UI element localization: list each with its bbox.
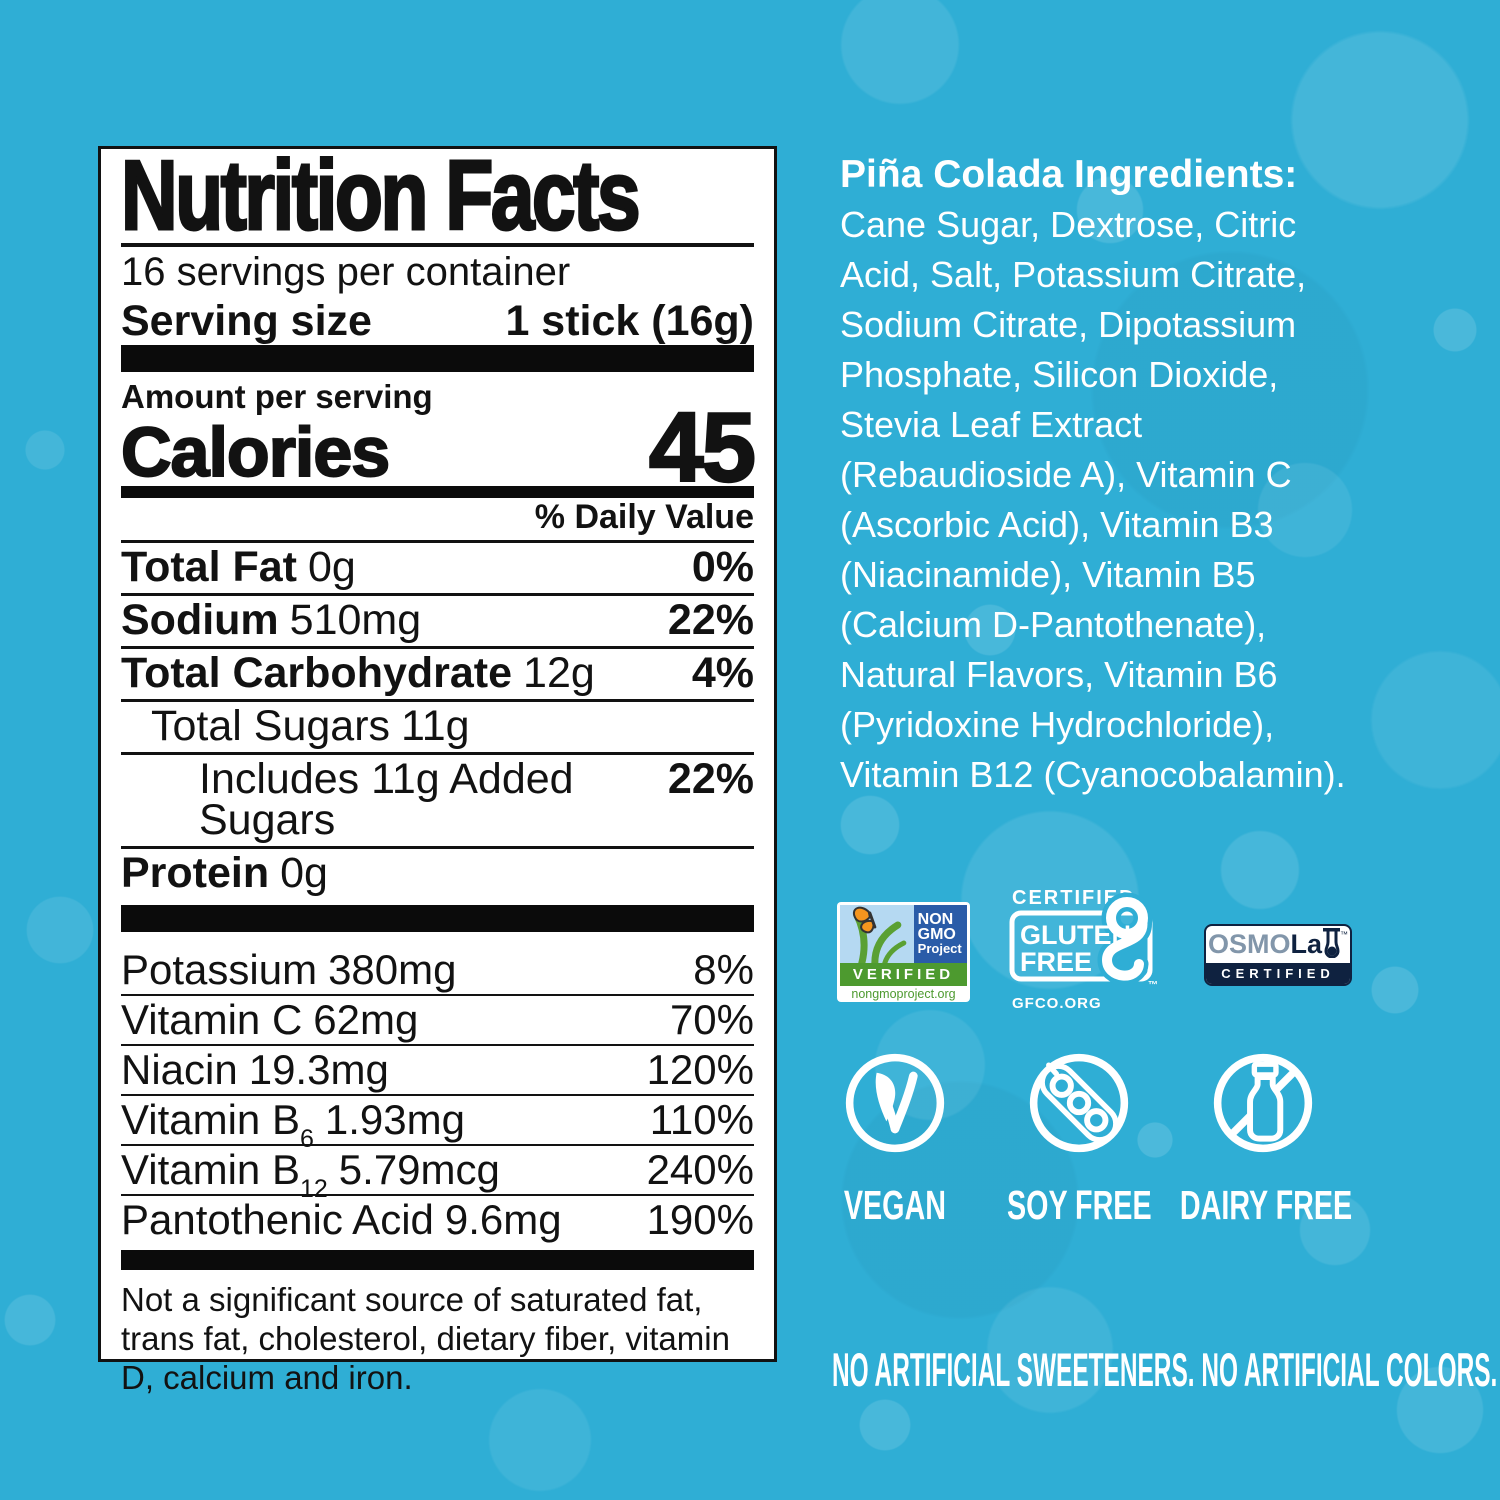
nutrition-facts-panel: Nutrition Facts 16 servings per containe…: [98, 140, 777, 1396]
nutrient-row-sodium: Sodium 510mg 22%: [121, 596, 754, 649]
nutrient-name: Vitamin B: [121, 1146, 300, 1193]
dairy-free-icon: [1213, 1053, 1313, 1153]
nutrition-facts-title: Nutrition Facts: [120, 140, 642, 250]
soy-free-icon: [1029, 1053, 1129, 1153]
non-gmo-line3: Project: [917, 941, 962, 956]
serving-size-label: Serving size: [121, 297, 372, 345]
nutrient-percent: 70%: [669, 996, 754, 1043]
nutrient-percent: 22%: [667, 596, 754, 644]
non-gmo-top: NON GMO Project: [840, 905, 967, 963]
nutrient-percent: 8%: [693, 946, 754, 993]
nutrient-name: Total Sugars: [151, 702, 391, 750]
nutrient-row-added-sugars: Includes 11g Added Sugars 22%: [121, 755, 754, 849]
non-gmo-verified-bar: VERIFIED: [840, 963, 967, 986]
nutrient-name: Potassium: [121, 946, 318, 993]
calories-label: Calories: [120, 413, 391, 491]
micronutrient-row-pantothenic-acid: Pantothenic Acid 9.6mg 190%: [121, 1196, 754, 1244]
gluten-free-word2: FREE: [1020, 947, 1092, 977]
certified-gluten-free-badge: CERTIFIED ™ GLUTEN FREE GFCO.ORG: [1009, 887, 1158, 1012]
serving-size-value: 1 stick (16g): [505, 297, 754, 345]
daily-value-header: % Daily Value: [121, 500, 754, 543]
nutrient-amount: 1.93mg: [324, 1096, 465, 1143]
nutrient-amount: 0g: [280, 849, 328, 897]
ingredients-list: Cane Sugar, Dextrose, Citric Acid, Salt,…: [840, 204, 1346, 795]
nutrient-amount: 380mg: [328, 946, 457, 993]
gluten-free-certified-text: CERTIFIED: [1012, 887, 1136, 909]
nutrient-amount: 510mg: [289, 596, 422, 644]
non-gmo-project-verified-badge: NON GMO Project VERIFIED nongmoproject.o…: [837, 902, 970, 1002]
nutrient-percent: 240%: [646, 1146, 754, 1193]
divider-bar: [121, 486, 754, 498]
divider-bar: [121, 345, 754, 372]
nutrient-name: Sodium: [121, 596, 279, 644]
ingredients-title: Piña Colada Ingredients:: [840, 153, 1298, 196]
nutrient-percent: 4%: [691, 649, 754, 697]
svg-text:™: ™: [1148, 980, 1158, 991]
divider-bar: [121, 905, 754, 932]
nutrient-percent: 190%: [646, 1196, 754, 1243]
gluten-free-g-icon: [1106, 897, 1148, 939]
osmolab-brand-suffix: La: [1290, 929, 1323, 959]
nutrition-facts-title-wrap: Nutrition Facts: [120, 140, 754, 250]
micronutrient-row-vitamin-c: Vitamin C 62mg 70%: [121, 996, 754, 1046]
nutrient-percent: 22%: [667, 755, 754, 803]
micronutrient-row-vitamin-b6: Vitamin B6 1.93mg 110%: [121, 1096, 754, 1152]
nutrient-name: Protein: [121, 849, 270, 897]
serving-size-row: Serving size 1 stick (16g): [121, 297, 754, 345]
nutrient-name: Vitamin B: [121, 1096, 300, 1143]
nutrient-row-protein: Protein 0g: [121, 849, 754, 899]
non-gmo-line1: NON: [917, 911, 954, 928]
non-gmo-url: nongmoproject.org: [851, 987, 956, 1001]
flask-b-icon: [1323, 927, 1341, 958]
nutrient-percent: 0%: [691, 543, 754, 591]
nutrient-subscript: 6: [299, 1125, 314, 1154]
vegan-label: VEGAN: [843, 1182, 947, 1228]
dairy-free-label: DAIRY FREE: [1179, 1182, 1353, 1228]
osmolab-tm: ™: [1340, 930, 1349, 939]
non-gmo-line2: GMO: [917, 926, 956, 943]
nutrient-subscript: 12: [299, 1175, 328, 1204]
osmolab-brand: OSMO La ™: [1206, 926, 1350, 963]
vegan-icon: [845, 1053, 945, 1153]
osmolab-brand-prefix: OSMO: [1207, 929, 1291, 959]
nutrient-name: Niacin: [121, 1046, 238, 1093]
nutrient-percent: 110%: [649, 1096, 754, 1143]
claims-text: NO ARTIFICIAL SWEETENERS. NO ARTIFICIAL …: [832, 1343, 1498, 1396]
micronutrient-row-potassium: Potassium 380mg 8%: [121, 946, 754, 996]
nutrient-row-total-fat: Total Fat 0g 0%: [121, 543, 754, 596]
nutrient-amount: 12g: [523, 649, 595, 697]
nutrient-row-total-sugars: Total Sugars 11g: [121, 702, 754, 755]
micronutrient-row-niacin: Niacin 19.3mg 120%: [121, 1046, 754, 1096]
nutrient-name: Total Carbohydrate: [121, 649, 513, 697]
ingredients-section: Piña Colada Ingredients: Cane Sugar, Dex…: [840, 150, 1440, 800]
micronutrient-row-vitamin-b12: Vitamin B12 5.79mcg 240%: [121, 1146, 754, 1202]
nutrient-percent: 120%: [646, 1046, 754, 1093]
osmolab-certified-badge: OSMO La ™ CERTIFIED: [1204, 924, 1352, 986]
nutrient-name: Total Fat: [121, 543, 297, 591]
non-gmo-text-box: NON GMO Project: [913, 905, 967, 963]
nutrient-amount: 62mg: [313, 996, 419, 1043]
amount-per-serving-label: Amount per serving: [121, 378, 433, 415]
calories-row: Calories 45: [120, 397, 757, 498]
butterfly-grass-icon: [840, 905, 914, 963]
osmolab-certified-bar: CERTIFIED: [1206, 963, 1350, 984]
nutrient-row-total-carbohydrate: Total Carbohydrate 12g 4%: [121, 649, 754, 702]
nutrient-name: Vitamin C: [121, 996, 303, 1043]
nutrient-amount: 9.6mg: [444, 1196, 562, 1243]
nutrient-amount: 5.79mcg: [338, 1146, 500, 1193]
nutrition-footnote: Not a significant source of saturated fa…: [121, 1281, 730, 1396]
nutrient-name: Includes 11g Added Sugars: [199, 755, 574, 844]
nutrient-amount: 11g: [401, 702, 470, 750]
nutrient-name: Pantothenic Acid: [121, 1196, 434, 1243]
soy-free-label: SOY FREE: [1006, 1182, 1152, 1228]
nutrient-amount: 19.3mg: [248, 1046, 389, 1093]
gluten-free-org: GFCO.ORG: [1012, 995, 1102, 1012]
servings-per-container: 16 servings per container: [121, 250, 571, 294]
calories-value: 45: [648, 392, 758, 502]
divider-bar: [121, 1250, 754, 1270]
nutrient-amount: 0g: [307, 543, 356, 591]
gluten-free-word1: GLUTEN: [1020, 920, 1131, 950]
